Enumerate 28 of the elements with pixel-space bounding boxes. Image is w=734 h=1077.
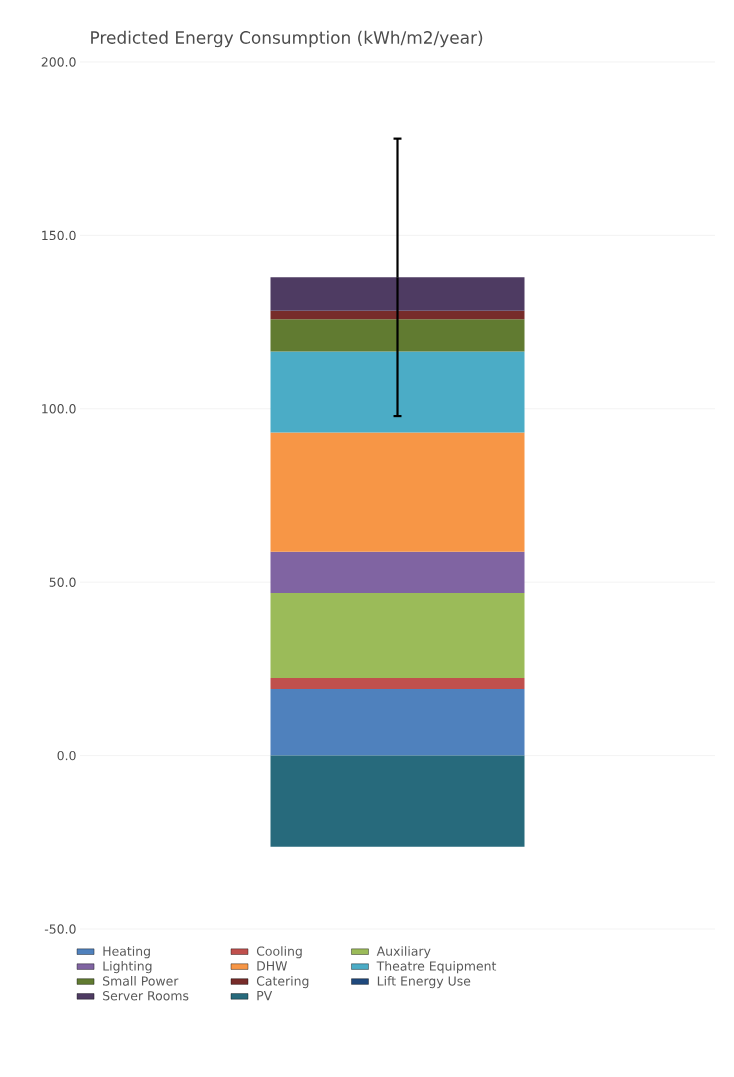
legend-label: Server Rooms (103, 991, 189, 1001)
y-tick-label: -50.0 (44, 924, 76, 934)
legend-label: Theatre Equipment (376, 961, 497, 974)
legend-label: Small Power (103, 976, 179, 986)
legend-label: Auxiliary (376, 946, 431, 959)
bar (270, 432, 525, 552)
y-tick-label: 50.0 (49, 577, 76, 587)
legend-label: DHW (257, 961, 288, 971)
y-tick-label: 150.0 (42, 230, 76, 241)
bar (270, 592, 525, 678)
bar (270, 755, 525, 847)
y-tick-label: 100.0 (42, 404, 76, 414)
bar (270, 351, 525, 433)
bar (270, 551, 525, 593)
y-tick-label: 0.0 (57, 750, 76, 761)
bar (270, 319, 525, 352)
legend-label: Catering (256, 976, 309, 989)
legend-label: Lift Energy Use (377, 976, 471, 989)
bar (270, 310, 525, 320)
bar (270, 277, 525, 311)
legend-label: PV (257, 991, 273, 1001)
legend-label: Heating (103, 946, 150, 959)
y-tick-label: 200.0 (41, 57, 76, 67)
legend-label: Cooling (256, 946, 302, 959)
chart-title: Predicted Energy Consumption (kWh/m2/year) (91, 30, 483, 48)
legend-label: Lighting (103, 961, 152, 974)
bar (270, 677, 525, 690)
bar (270, 689, 525, 756)
